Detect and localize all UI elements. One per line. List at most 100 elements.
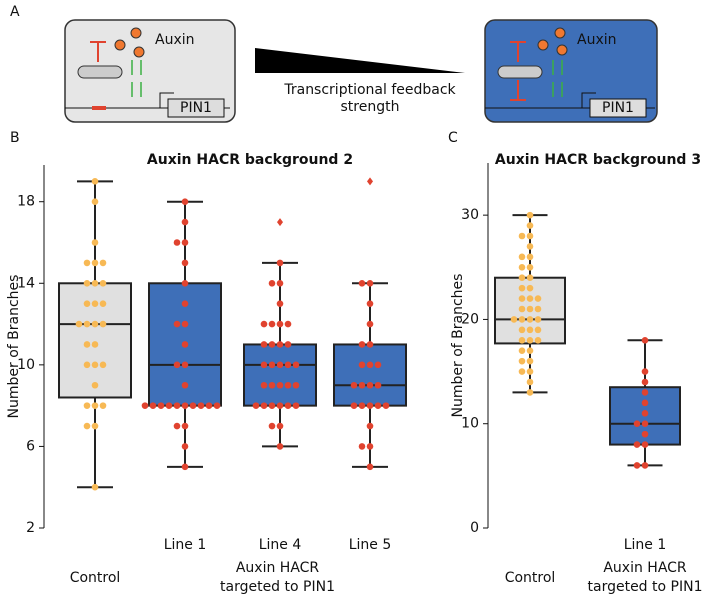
point (83, 279, 91, 287)
point (268, 402, 276, 409)
point (83, 341, 91, 348)
point (518, 253, 526, 261)
point (366, 320, 374, 328)
point (83, 422, 91, 430)
point (633, 462, 641, 469)
x-tick-label: Control (505, 570, 556, 586)
point (181, 443, 189, 450)
point (268, 279, 276, 287)
point (518, 336, 526, 344)
point (284, 381, 292, 389)
point (276, 320, 284, 328)
y-tick-label: 10 (17, 357, 35, 373)
point (284, 320, 292, 328)
point (534, 336, 542, 344)
point (276, 381, 284, 389)
point (276, 361, 284, 369)
point (181, 463, 189, 471)
point (633, 420, 641, 428)
point (173, 239, 181, 246)
point (350, 402, 358, 409)
point (284, 361, 292, 369)
y-tick-label: 6 (26, 438, 35, 454)
point (181, 300, 189, 307)
point (141, 402, 149, 409)
point (260, 381, 268, 389)
point (276, 443, 284, 450)
point (91, 381, 99, 389)
point (641, 389, 649, 396)
inhibit (90, 41, 106, 62)
point (518, 316, 526, 323)
x-tick-label: Control (70, 570, 121, 586)
y-tick-label: 0 (470, 520, 479, 536)
point (366, 463, 374, 471)
point (526, 368, 534, 375)
point (157, 402, 165, 409)
auxin-molecule (114, 39, 126, 51)
hacr (497, 65, 543, 79)
gene-box (167, 98, 225, 118)
point (91, 300, 99, 307)
point (526, 305, 534, 313)
point (518, 284, 526, 292)
point (165, 402, 173, 409)
chart-title: Auxin HACR background 2 (147, 152, 353, 168)
point (526, 389, 534, 396)
auxin-molecule (556, 44, 568, 56)
panel-label: B (10, 130, 20, 146)
point (268, 320, 276, 328)
point (99, 300, 107, 307)
point (284, 402, 292, 409)
auxin-label: Auxin (155, 32, 195, 48)
group-label: targeted to PIN1 (220, 579, 335, 595)
promoter (159, 92, 174, 108)
point (173, 361, 181, 369)
point (252, 402, 260, 409)
point (526, 336, 534, 344)
point (91, 259, 99, 267)
point (358, 279, 366, 287)
point (366, 341, 374, 348)
arrows (131, 60, 142, 97)
point (181, 198, 189, 206)
x-tick-label: Line 1 (164, 537, 207, 553)
point (189, 402, 197, 409)
x-tick-label: Line 5 (349, 537, 392, 553)
point (83, 402, 91, 409)
point (366, 361, 374, 369)
auxin-molecule (133, 46, 145, 58)
group-label: targeted to PIN1 (588, 579, 703, 595)
point (205, 402, 213, 409)
point (518, 305, 526, 313)
point (276, 341, 284, 348)
point (173, 402, 181, 409)
point (260, 341, 268, 348)
point (366, 300, 374, 307)
point (526, 263, 534, 271)
y-tick-label: 18 (17, 194, 35, 210)
point (91, 320, 99, 328)
point (99, 320, 107, 328)
point (382, 402, 390, 409)
auxin-molecule (554, 27, 566, 39)
point (526, 284, 534, 292)
point (99, 402, 107, 409)
point (260, 320, 268, 328)
point (181, 259, 189, 267)
panel-label: A (10, 4, 20, 20)
point (292, 361, 300, 369)
point (534, 295, 542, 302)
point (518, 263, 526, 271)
point (91, 178, 99, 185)
point (518, 295, 526, 302)
point (276, 259, 284, 267)
point (366, 279, 374, 287)
point (260, 361, 268, 369)
point (633, 441, 641, 448)
inhibit (510, 80, 526, 101)
point (99, 279, 107, 287)
point (366, 381, 374, 389)
point (268, 341, 276, 348)
x-tick-label: Line 4 (259, 537, 302, 553)
